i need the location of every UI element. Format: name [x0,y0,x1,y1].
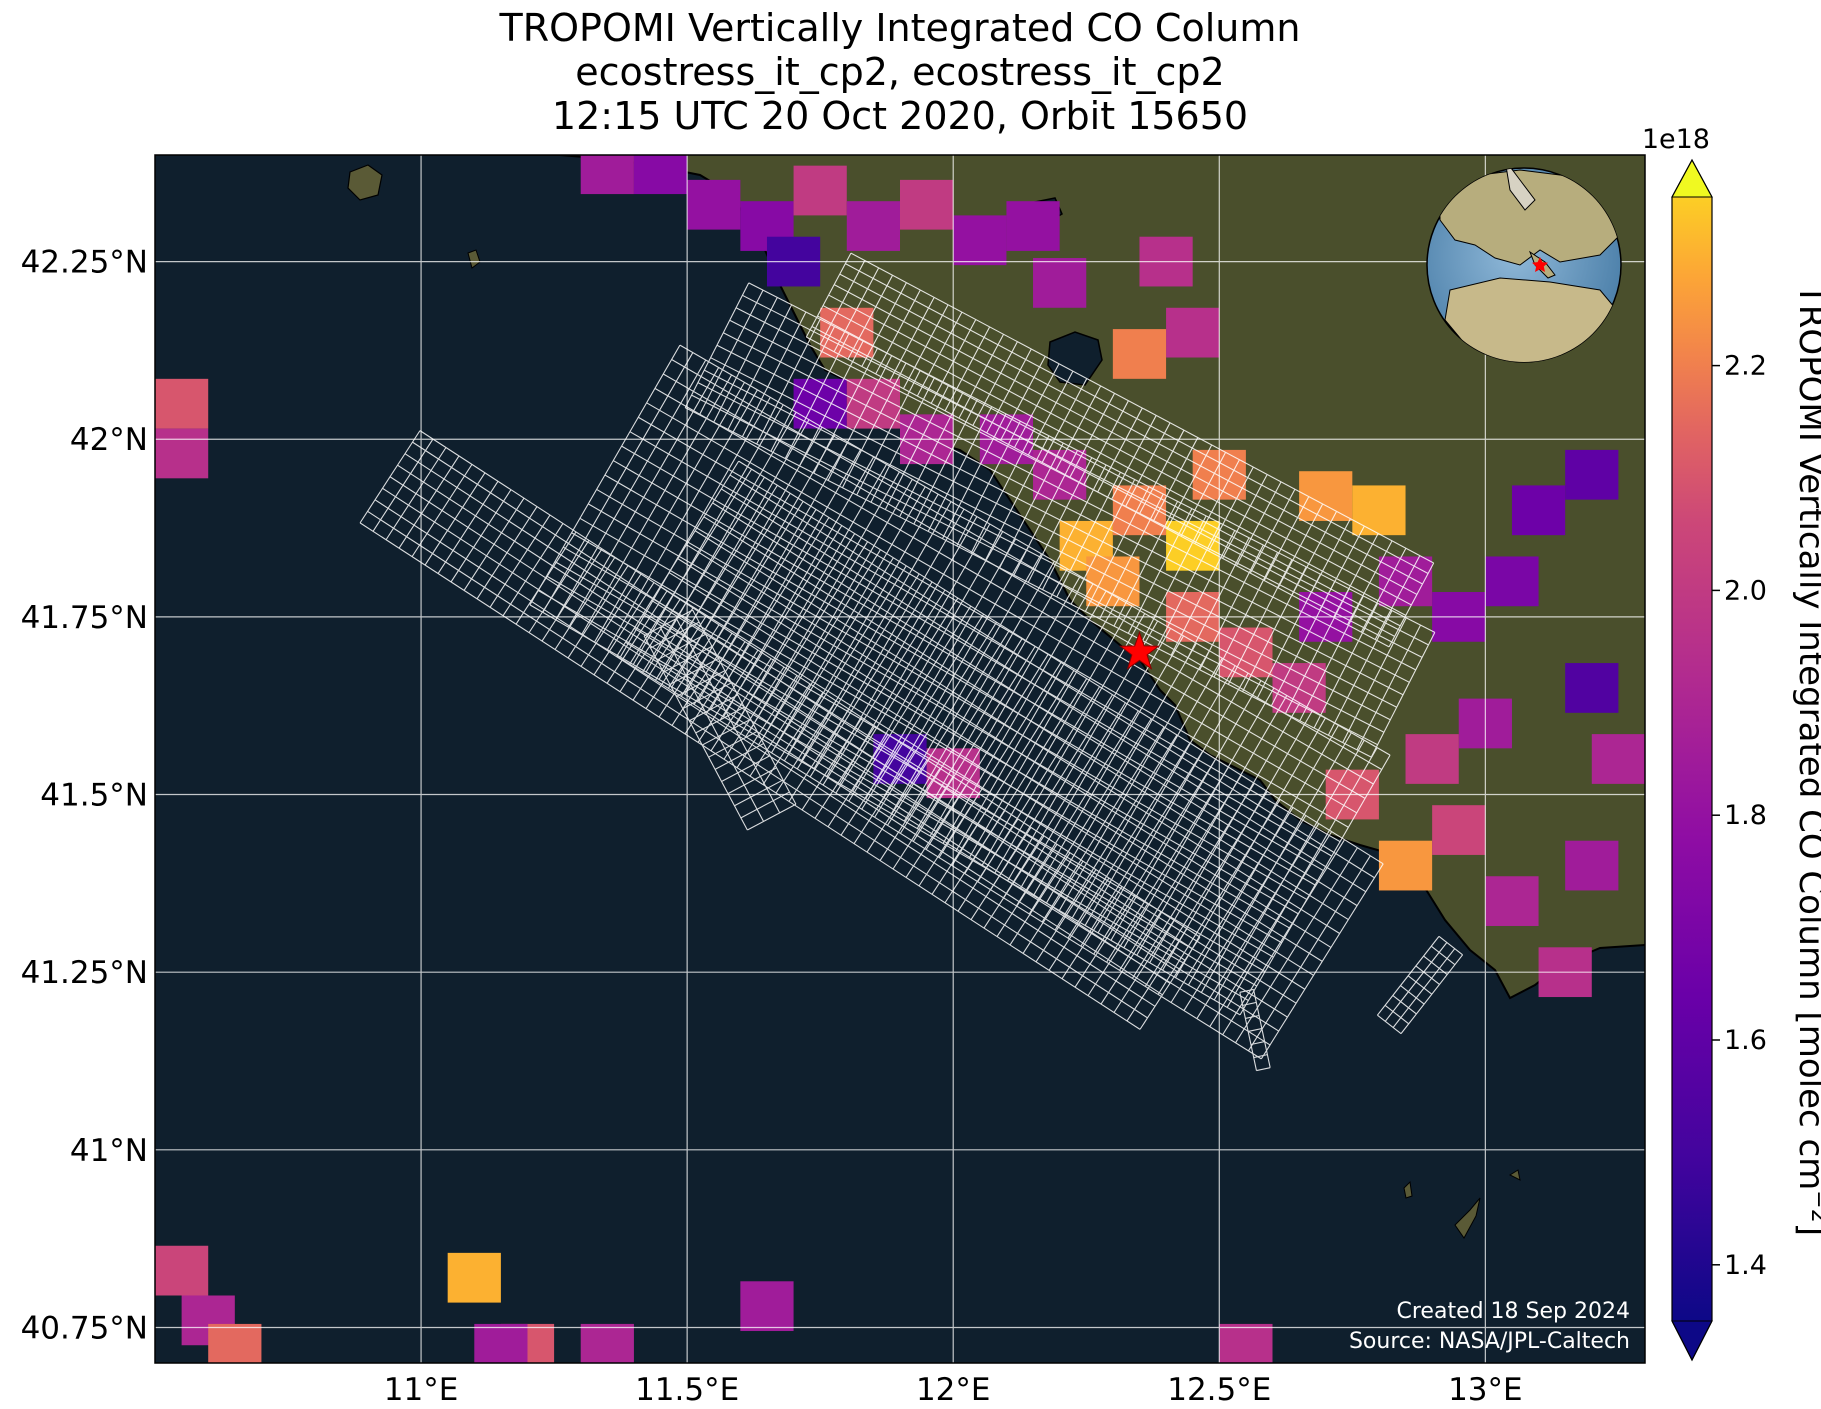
lake-bolsena [1047,331,1103,386]
co-cell [846,201,900,251]
colorbar-axis-label: TROPOMI Vertically Integrated CO Column … [1791,283,1821,1236]
lat-tick-label: 41°N [70,1133,148,1169]
lon-tick-label: 11°E [384,1372,459,1408]
co-cell [1485,876,1539,926]
co-cell [155,1245,209,1296]
footprint-swath [1239,988,1271,1072]
co-cell [155,428,209,479]
co-cell [793,165,847,216]
co-cell [900,179,954,230]
lat-tick-label: 41.25°N [21,955,148,991]
co-cell [1219,1323,1273,1363]
co-cell [580,155,634,195]
co-cell [155,378,209,429]
lat-tick-label: 42°N [70,422,148,458]
map-area [155,155,1645,1363]
island-ventotene [1508,1169,1521,1181]
source-text: Source: NASA/JPL-Caltech [1349,1329,1630,1354]
longitude-tick-labels: 11°E 11.5°E 12°E 12.5°E 13°E [384,1372,1523,1408]
co-cell [1086,556,1140,607]
title-line-2: ecostress_it_cp2, ecostress_it_cp2 [575,50,1225,94]
co-cell [1565,840,1619,891]
map-frame [154,154,1646,1364]
co-cell [208,1323,262,1363]
co-cell [953,215,1007,266]
colorbar-tick-label: 2.2 [1724,351,1767,382]
title-line-1: TROPOMI Vertically Integrated CO Column [499,6,1301,50]
ecostress-footprints [359,252,1464,1072]
co-cell [1166,307,1220,358]
colorbar: 1.4 1.6 1.8 2.0 2.2 1e18 TROPOMI Vertically … [1642,124,1821,1362]
co-cell [1432,805,1486,855]
co-cell [1112,329,1167,379]
co-cell [1405,734,1459,784]
colorbar-extend-min [1671,1320,1713,1362]
co-cell [1006,201,1060,251]
co-cell [1378,840,1433,891]
co-cell [846,378,900,429]
colorbar-tick-label: 1.6 [1724,1025,1767,1056]
target-star-icon [1119,630,1160,670]
island-ponza [1454,1197,1481,1239]
lat-tick-label: 42.25°N [21,245,148,281]
lat-tick-label: 41.5°N [40,778,148,814]
colorbar-ticks: 1.4 1.6 1.8 2.0 2.2 [1712,351,1767,1281]
lon-tick-label: 13°E [1448,1372,1523,1408]
globe-scandinavia [1504,168,1536,211]
created-date-text: Created 18 Sep 2024 [1397,1299,1631,1324]
co-cell [1565,663,1619,713]
latitude-tick-labels: 42.25°N 42°N 41.75°N 41.5°N 41.25°N 41°N 40.75… [21,245,148,1347]
lat-tick-label: 40.75°N [21,1310,148,1346]
island-palmarola [1403,1180,1413,1199]
co-cell [1485,556,1539,607]
co-cell [447,1252,501,1303]
colorbar-tick-label: 1.4 [1724,1250,1767,1281]
lon-tick-label: 12°E [916,1372,991,1408]
co-heatmap [155,155,1645,1363]
footprint-swath [616,460,1384,1060]
co-cell [474,1323,528,1363]
lon-tick-label: 11.5°E [635,1372,739,1408]
co-cell [740,1281,794,1332]
co-cell [687,179,741,230]
co-cell [1565,449,1619,500]
co-cell [1033,258,1087,308]
lon-tick-label: 12.5°E [1167,1372,1271,1408]
colorbar-gradient [1672,197,1712,1321]
co-cell [1591,734,1645,784]
globe-location-star-icon [1532,257,1548,272]
footprint-swath [529,344,1391,1016]
colorbar-scale-label: 1e18 [1642,124,1710,155]
colorbar-tick-label: 2.0 [1724,575,1767,606]
footprint-swath [1376,935,1464,1035]
co-cell [1511,485,1566,536]
graticule [155,155,1645,1363]
co-cell [1352,485,1406,536]
colorbar-outline [1671,158,1713,1362]
colorbar-extend-max [1671,158,1713,198]
colorbar-tick-label: 1.8 [1724,800,1767,831]
co-cell [580,1323,634,1363]
co-cell [633,155,688,195]
lat-tick-label: 41.75°N [21,600,148,636]
title-line-3: 12:15 UTC 20 Oct 2020, Orbit 15650 [551,94,1249,138]
island-giglio [347,164,383,201]
globe-europe [1439,169,1621,266]
